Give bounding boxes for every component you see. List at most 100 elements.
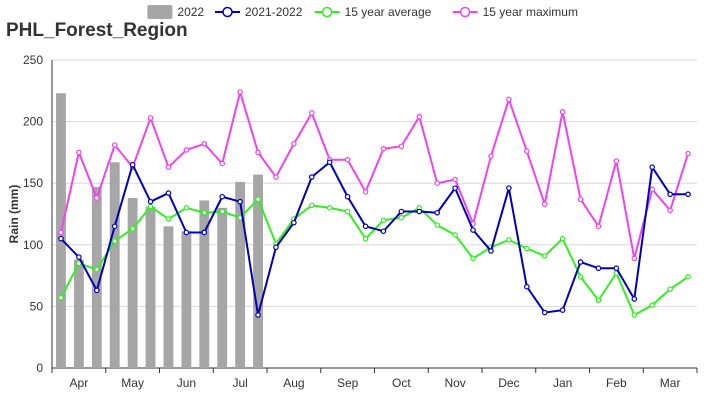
x-tick-label: Nov [444, 376, 465, 390]
point-15-year-maximum [506, 96, 512, 103]
point-15-year-average [577, 274, 584, 280]
point-2021-2022 [398, 208, 405, 215]
point-2021-2022 [434, 209, 441, 216]
legend-marker-2021-2022 [222, 6, 233, 18]
point-2021-2022 [237, 198, 243, 205]
point-2021-2022 [488, 248, 494, 254]
point-15-year-maximum [667, 207, 673, 214]
point-15-year-average [326, 205, 333, 211]
point-2021-2022 [255, 312, 261, 318]
point-15-year-maximum [577, 196, 584, 203]
point-15-year-maximum [434, 180, 441, 187]
point-15-year-maximum [362, 189, 369, 195]
point-15-year-maximum [523, 148, 530, 154]
point-2021-2022 [559, 307, 566, 313]
y-axis-label: Rain (mm) [7, 185, 21, 244]
point-2021-2022 [147, 198, 154, 205]
point-15-year-maximum [344, 156, 351, 163]
x-tick-label: Sep [337, 376, 359, 390]
point-15-year-maximum [613, 158, 620, 164]
bar-2022 [253, 174, 263, 368]
point-2021-2022 [631, 296, 638, 302]
point-2021-2022 [380, 228, 387, 235]
x-tick-label: Apr [70, 376, 89, 390]
legend-label-2021-2022: 2021-2022 [245, 5, 303, 19]
legend-swatch-2022 [147, 5, 173, 19]
point-15-year-maximum [559, 108, 566, 115]
point-15-year-average [201, 209, 208, 216]
point-15-year-maximum [595, 223, 602, 230]
x-tick-label: May [121, 376, 144, 390]
point-15-year-maximum [452, 176, 458, 183]
point-2021-2022 [344, 193, 351, 200]
point-2021-2022 [362, 223, 369, 230]
point-15-year-maximum [165, 164, 172, 170]
point-2021-2022 [685, 191, 691, 198]
point-15-year-average [165, 216, 172, 222]
x-tick-label: Aug [283, 376, 304, 390]
point-15-year-maximum [488, 153, 494, 159]
point-15-year-average [631, 312, 638, 318]
point-2021-2022 [273, 244, 279, 251]
series-line-2021-2022 [60, 161, 689, 317]
point-15-year-average [685, 274, 691, 280]
bar-2022 [73, 259, 84, 368]
point-15-year-average [452, 232, 458, 238]
bar-2022 [145, 206, 156, 368]
point-15-year-maximum [183, 147, 190, 153]
point-2021-2022 [111, 223, 118, 230]
x-tick-label: Feb [606, 376, 627, 390]
bar-2022 [199, 200, 210, 368]
point-15-year-maximum [255, 149, 261, 156]
point-2021-2022 [506, 185, 512, 191]
point-2021-2022 [595, 265, 602, 272]
point-15-year-average [595, 297, 602, 304]
legend-marker-15-year-average [321, 6, 333, 18]
point-15-year-average [523, 245, 530, 252]
y-tick-label: 0 [36, 361, 43, 375]
point-15-year-average [667, 286, 673, 292]
legend-label-15-year-average: 15 year average [345, 5, 432, 19]
legend-item-2021-2022: 2021-2022 [215, 5, 303, 19]
point-15-year-average [362, 235, 369, 242]
point-2021-2022 [201, 229, 208, 236]
bar-2022 [109, 162, 120, 368]
point-15-year-maximum [649, 186, 656, 193]
point-2021-2022 [219, 193, 226, 200]
point-15-year-maximum [201, 140, 208, 147]
point-15-year-maximum [541, 201, 548, 207]
point-15-year-average [111, 238, 118, 244]
point-15-year-maximum [111, 142, 118, 148]
point-15-year-average [541, 253, 548, 259]
point-15-year-average [93, 266, 100, 273]
y-tick-label: 50 [30, 299, 44, 313]
point-2021-2022 [649, 164, 656, 170]
point-15-year-maximum [237, 89, 243, 95]
point-15-year-maximum [416, 113, 423, 120]
point-15-year-maximum [291, 140, 297, 147]
bar-2022 [163, 226, 174, 368]
x-tick-label: Oct [392, 376, 411, 390]
chart-title: PHL_Forest_Region [6, 20, 188, 41]
point-15-year-average [398, 214, 405, 221]
x-tick-label: Dec [498, 376, 519, 390]
point-2021-2022 [183, 229, 190, 236]
legend-item-2022: 2022 [147, 5, 204, 19]
legend-item-15-year-average: 15 year average [314, 5, 432, 19]
y-tick-label: 100 [23, 238, 43, 252]
point-2021-2022 [58, 235, 64, 242]
point-15-year-maximum [76, 149, 82, 156]
point-15-year-maximum [685, 150, 691, 157]
legend-label-15-year-maximum: 15 year maximum [483, 5, 578, 19]
point-15-year-average [344, 208, 351, 215]
point-15-year-average [58, 294, 64, 301]
point-15-year-average [147, 203, 154, 210]
point-15-year-maximum [631, 255, 638, 262]
point-2021-2022 [667, 191, 673, 198]
bar-2022 [217, 207, 228, 368]
bar-2022 [91, 186, 102, 368]
point-2021-2022 [541, 309, 548, 316]
point-2021-2022 [470, 227, 476, 233]
